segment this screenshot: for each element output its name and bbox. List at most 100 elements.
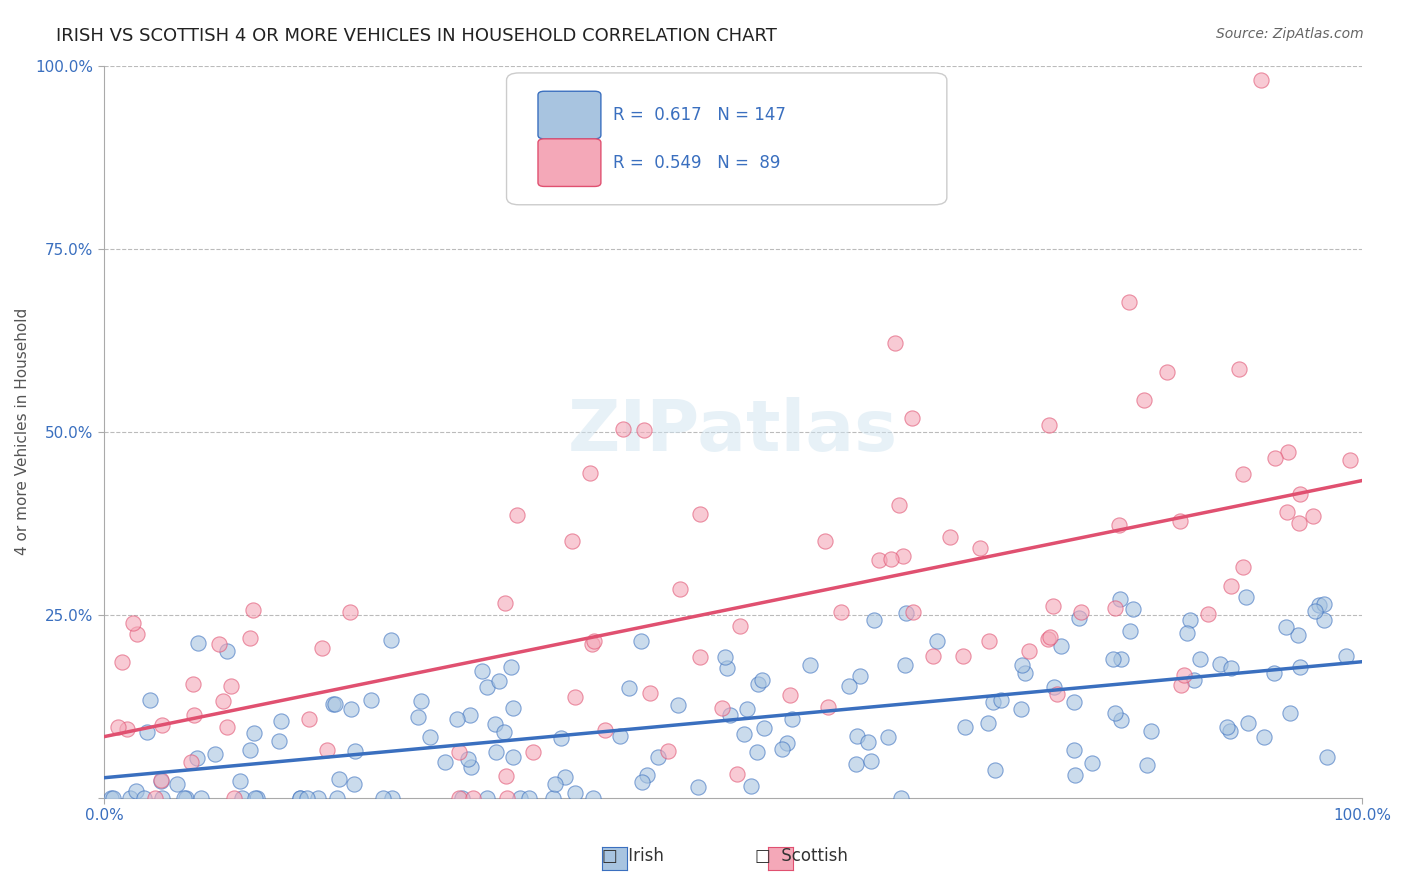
Point [1189,651,1212,665]
Point [981,695,1004,709]
Point [149,773,172,788]
Point [502,701,524,715]
Point [517,791,540,805]
Point [984,764,1007,778]
Point [849,669,872,683]
Point [190,791,212,805]
Point [242,603,264,617]
Point [418,730,440,744]
Point [891,549,914,563]
Point [325,791,347,805]
Point [845,757,868,772]
Point [211,694,233,708]
Point [1042,599,1064,613]
Point [1289,487,1312,501]
FancyBboxPatch shape [538,91,600,139]
Point [492,725,515,739]
Point [139,693,162,707]
Point [460,707,482,722]
Point [488,674,510,689]
Point [630,774,652,789]
Point [308,791,330,805]
Point [1178,613,1201,627]
Point [893,657,915,672]
Point [311,640,333,655]
Point [751,673,773,688]
Point [269,733,291,747]
Point [772,742,794,756]
Point [343,777,366,791]
Text: IRISH VS SCOTTISH 4 OR MORE VEHICLES IN HOUSEHOLD CORRELATION CHART: IRISH VS SCOTTISH 4 OR MORE VEHICLES IN … [56,27,778,45]
Point [1011,657,1033,672]
Point [1168,515,1191,529]
Point [477,680,499,694]
Point [1038,417,1060,432]
Point [581,637,603,651]
Point [360,693,382,707]
Point [880,552,903,566]
Point [1010,702,1032,716]
FancyBboxPatch shape [506,73,946,205]
Point [633,423,655,437]
Point [328,772,350,786]
Point [186,751,208,765]
Point [1334,649,1357,664]
Point [638,686,661,700]
FancyBboxPatch shape [538,139,600,186]
Point [1232,467,1254,481]
Point [380,632,402,647]
Point [219,679,242,693]
Text: R =  0.617   N = 147: R = 0.617 N = 147 [613,106,786,124]
Text: ZIPatlas: ZIPatlas [568,397,898,467]
Point [877,730,900,744]
Point [1104,601,1126,615]
Point [780,712,803,726]
Y-axis label: 4 or more Vehicles in Household: 4 or more Vehicles in Household [15,309,30,556]
Point [1308,598,1330,612]
Point [1250,73,1272,87]
Point [561,533,583,548]
Point [174,791,197,805]
Point [132,791,155,805]
Point [799,658,821,673]
Point [166,777,188,791]
Point [125,784,148,798]
Point [111,656,134,670]
Point [595,723,617,737]
Point [381,791,404,805]
Point [187,636,209,650]
Point [222,791,245,805]
Point [150,718,173,732]
Point [1173,667,1195,681]
Point [522,745,544,759]
Point [457,751,479,765]
Point [666,698,689,713]
Point [239,631,262,645]
Point [858,735,880,749]
Point [689,649,711,664]
Point [180,756,202,770]
Point [735,702,758,716]
Point [323,697,346,711]
Point [550,731,572,746]
Point [228,774,250,789]
Point [903,606,925,620]
Point [1313,613,1336,627]
Point [118,791,141,805]
Text: R =  0.549   N =  89: R = 0.549 N = 89 [613,154,780,172]
Point [846,729,869,743]
Point [745,745,768,759]
Point [494,596,516,610]
Point [979,633,1001,648]
Point [152,791,174,805]
Point [647,750,669,764]
Point [776,736,799,750]
Point [107,720,129,734]
Point [406,710,429,724]
Point [714,650,737,665]
Point [1039,630,1062,644]
Point [969,541,991,555]
Point [1063,695,1085,709]
Point [612,422,634,436]
Point [1232,560,1254,574]
